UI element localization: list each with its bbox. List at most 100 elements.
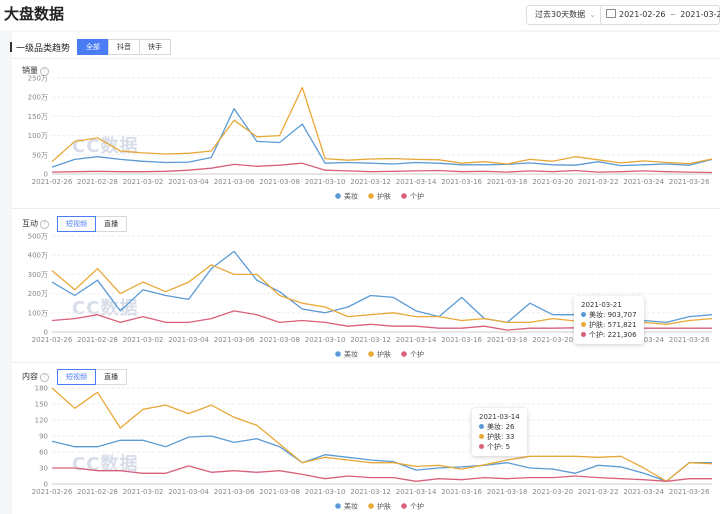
platform-tabs: 全部 抖音 快手: [77, 39, 171, 55]
help-icon[interactable]: ?: [40, 67, 49, 76]
x-tick-label: 2021-03-24: [623, 488, 664, 496]
date-end: 2021-03-27: [680, 10, 720, 19]
section-marker: [10, 42, 12, 52]
y-tick-label: 250万: [28, 75, 48, 83]
y-tick-label: 100万: [28, 309, 48, 317]
help-icon[interactable]: ?: [40, 373, 49, 382]
x-tick-label: 2021-03-22: [578, 178, 619, 186]
x-tick-label: 2021-03-18: [487, 488, 528, 496]
tab-douyin[interactable]: 抖音: [108, 39, 140, 55]
x-tick-label: 2021-03-14: [396, 336, 437, 344]
legend-marker: [335, 503, 341, 509]
legend-marker: [401, 193, 407, 199]
page-title: 大盘数据: [4, 5, 65, 23]
trend-panel: 一级品类趋势 全部 抖音 快手 销量? CC数据 0 50万 100万 150万 200…: [10, 32, 720, 514]
x-tick-label: 2021-03-02: [123, 336, 164, 344]
x-tick-label: 2021-03-12: [350, 336, 391, 344]
x-tick-label: 2021-03-08: [259, 336, 300, 344]
tooltip-row-个护: 个护: 5: [479, 442, 520, 452]
y-tick-label: 180: [35, 385, 48, 393]
content-title-text: 内容: [22, 372, 38, 381]
tab-short-video[interactable]: 短视频: [57, 216, 96, 232]
tab-live[interactable]: 直播: [95, 216, 127, 232]
tooltip-value: 个护: 5: [487, 443, 511, 451]
interaction-chart: 0 100万 200万 300万 400万 500万 2021-02-26 2021-02-2…: [28, 233, 713, 359]
x-tick-label: 2021-02-28: [77, 178, 118, 186]
tooltip-row-美妆: 美妆: 903,707: [581, 310, 637, 320]
series-line-护肤: [51, 387, 713, 482]
x-tick-label: 2021-03-26: [669, 178, 710, 186]
x-tick-label: 2021-03-20: [532, 336, 573, 344]
y-tick-label: 200万: [28, 94, 48, 102]
tab-kuaishou[interactable]: 快手: [139, 39, 171, 55]
y-tick-label: 100万: [28, 132, 48, 140]
x-tick-label: 2021-02-26: [32, 178, 73, 186]
dot-icon: [479, 444, 484, 449]
tab-live[interactable]: 直播: [95, 369, 127, 385]
tooltip-value: 护肤: 33: [487, 433, 515, 441]
legend-label: 个护: [410, 350, 424, 359]
legend-label: 护肤: [377, 350, 391, 359]
x-tick-label: 2021-03-06: [214, 336, 255, 344]
tab-all[interactable]: 全部: [77, 39, 109, 55]
header-bar: 大盘数据 过去30天数据⌄ 2021-02-26~2021-03-27: [0, 0, 720, 30]
tooltip-row-护肤: 护肤: 33: [479, 432, 520, 442]
tooltip-row-美妆: 美妆: 26: [479, 422, 520, 432]
y-tick-label: 200万: [28, 290, 48, 298]
x-tick-label: 2021-03-06: [214, 178, 255, 186]
y-tick-label: 500万: [28, 233, 48, 241]
tooltip-row-护肤: 护肤: 571,821: [581, 320, 637, 330]
x-tick-label: 2021-03-14: [396, 488, 437, 496]
y-tick-label: 150万: [28, 113, 48, 121]
divider: [12, 208, 720, 209]
tooltip-row-个护: 个护: 221,306: [581, 330, 637, 340]
sales-chart: 0 50万 100万 150万 200万 250万 2021-02-26 2021-02-28…: [28, 75, 713, 201]
content-chart: 0 30 60 90 120 150 180 2021-02-26 2021-02-28 2021…: [32, 385, 713, 511]
y-tick-label: 120: [35, 417, 48, 425]
legend-marker: [401, 351, 407, 357]
legend-marker: [401, 503, 407, 509]
divider: [12, 362, 720, 363]
watermark-2: CC数据: [72, 298, 139, 319]
y-tick-label: 0: [44, 171, 48, 179]
x-tick-label: 2021-03-08: [259, 488, 300, 496]
legend-marker: [368, 503, 374, 509]
sales-chart-title: 销量?: [22, 65, 49, 76]
legend-marker: [368, 351, 374, 357]
date-separator: ~: [669, 10, 677, 19]
tooltip-value: 护肤: 571,821: [589, 321, 637, 329]
x-tick-label: 2021-03-08: [259, 178, 300, 186]
legend-label: 美妆: [344, 350, 358, 359]
x-tick-label: 2021-02-28: [77, 488, 118, 496]
x-tick-label: 2021-03-20: [532, 178, 573, 186]
legend-label: 护肤: [377, 502, 391, 511]
y-tick-label: 400万: [28, 252, 48, 260]
y-tick-label: 50万: [32, 151, 48, 159]
x-tick-label: 2021-03-04: [168, 336, 209, 344]
series-line-个护: [51, 162, 713, 174]
x-tick-label: 2021-03-24: [623, 178, 664, 186]
date-range-picker[interactable]: 2021-02-26~2021-03-27: [600, 5, 720, 25]
x-tick-label: 2021-03-16: [441, 488, 482, 496]
x-tick-label: 2021-03-04: [168, 178, 209, 186]
dot-icon: [479, 424, 484, 429]
tooltip-value: 美妆: 26: [487, 423, 515, 431]
legend-label: 护肤: [377, 192, 391, 201]
tab-short-video[interactable]: 短视频: [57, 369, 96, 385]
interaction-title-text: 互动: [22, 219, 38, 228]
legend-marker: [335, 193, 341, 199]
x-tick-label: 2021-03-14: [396, 178, 437, 186]
x-tick-label: 2021-03-10: [305, 488, 346, 496]
interaction-chart-title: 互动?: [22, 218, 49, 229]
y-tick-label: 0: [44, 481, 48, 489]
tooltip-value: 个护: 221,306: [589, 331, 637, 339]
content-tooltip: 2021-03-14 美妆: 26 护肤: 33 个护: 5: [472, 408, 527, 456]
time-range-label: 过去30天数据: [535, 10, 586, 19]
time-range-select[interactable]: 过去30天数据 ⌄: [526, 5, 605, 25]
help-icon[interactable]: ?: [40, 220, 49, 229]
interaction-tooltip: 2021-03-21 美妆: 903,707 护肤: 571,821 个护: 2…: [574, 296, 644, 344]
dot-icon: [479, 434, 484, 439]
x-tick-label: 2021-03-10: [305, 178, 346, 186]
x-tick-label: 2021-03-24: [623, 336, 664, 344]
dot-icon: [581, 312, 586, 317]
